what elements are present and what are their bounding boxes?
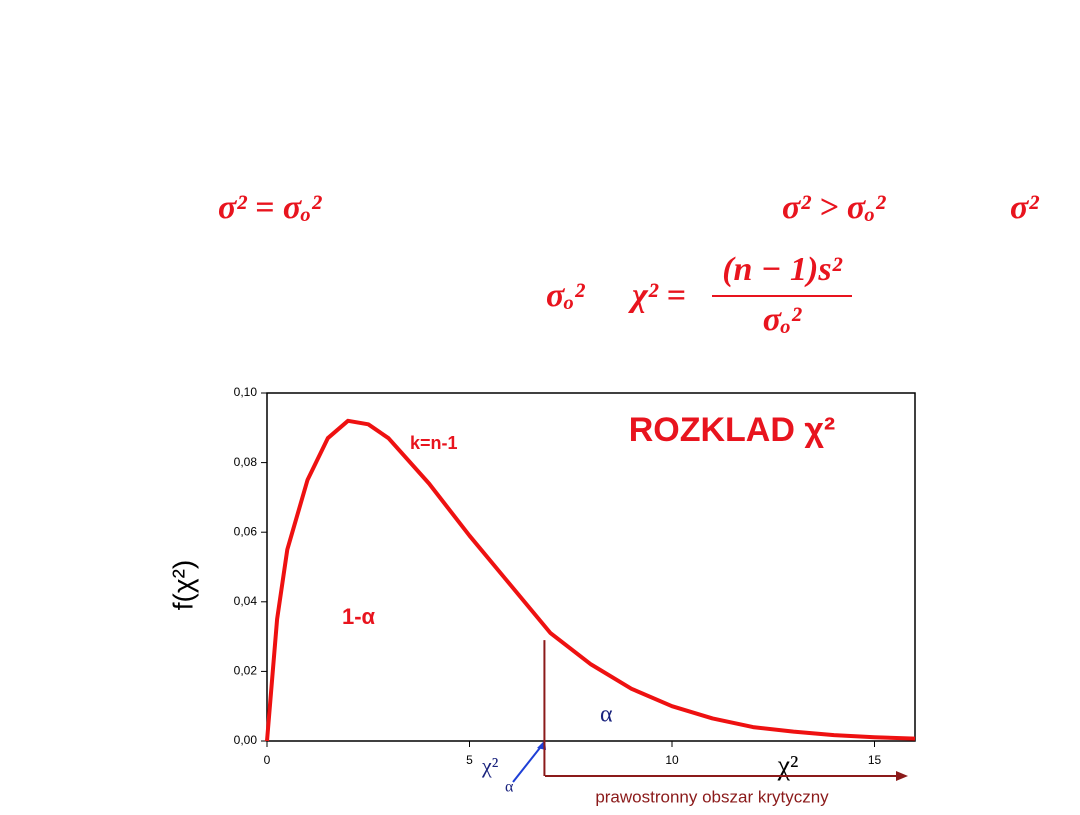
formula: (n − 1)s² <box>722 251 842 288</box>
critical-label: χ² <box>481 753 499 778</box>
pointer-arrow <box>512 743 544 783</box>
x-tick-label: 5 <box>466 753 473 767</box>
formula: σ² = σₒ² <box>218 189 322 226</box>
y-tick-label: 0,00 <box>234 733 258 747</box>
x-axis-label: χ² <box>777 750 799 781</box>
formula: σₒ² <box>763 301 802 338</box>
region-label: prawostronny obszar krytyczny <box>595 787 829 806</box>
y-tick-label: 0,04 <box>234 594 258 608</box>
y-axis-label: f(χ²) <box>167 560 198 610</box>
formula: σₒ² <box>546 277 585 314</box>
y-tick-label: 0,08 <box>234 455 258 469</box>
critical-subscript: α <box>505 779 514 796</box>
arrow-head <box>896 771 908 781</box>
chart-title: ROZKLAD χ² <box>629 411 836 449</box>
y-tick-label: 0,10 <box>234 385 258 399</box>
curve <box>265 418 916 742</box>
formula: σ² > σₒ² <box>782 189 886 226</box>
formula: χ² = <box>628 277 686 314</box>
formula: σ² <box>1010 189 1039 226</box>
y-tick-label: 0,06 <box>234 524 258 538</box>
annotation: 1-α <box>342 604 376 629</box>
x-tick-label: 0 <box>264 753 271 767</box>
plot-frame <box>266 392 916 742</box>
x-tick-label: 10 <box>665 753 679 767</box>
x-tick-label: 15 <box>868 753 882 767</box>
annotation: α <box>600 702 613 728</box>
series-label: k=n-1 <box>410 433 458 453</box>
y-tick-label: 0,02 <box>234 664 258 678</box>
